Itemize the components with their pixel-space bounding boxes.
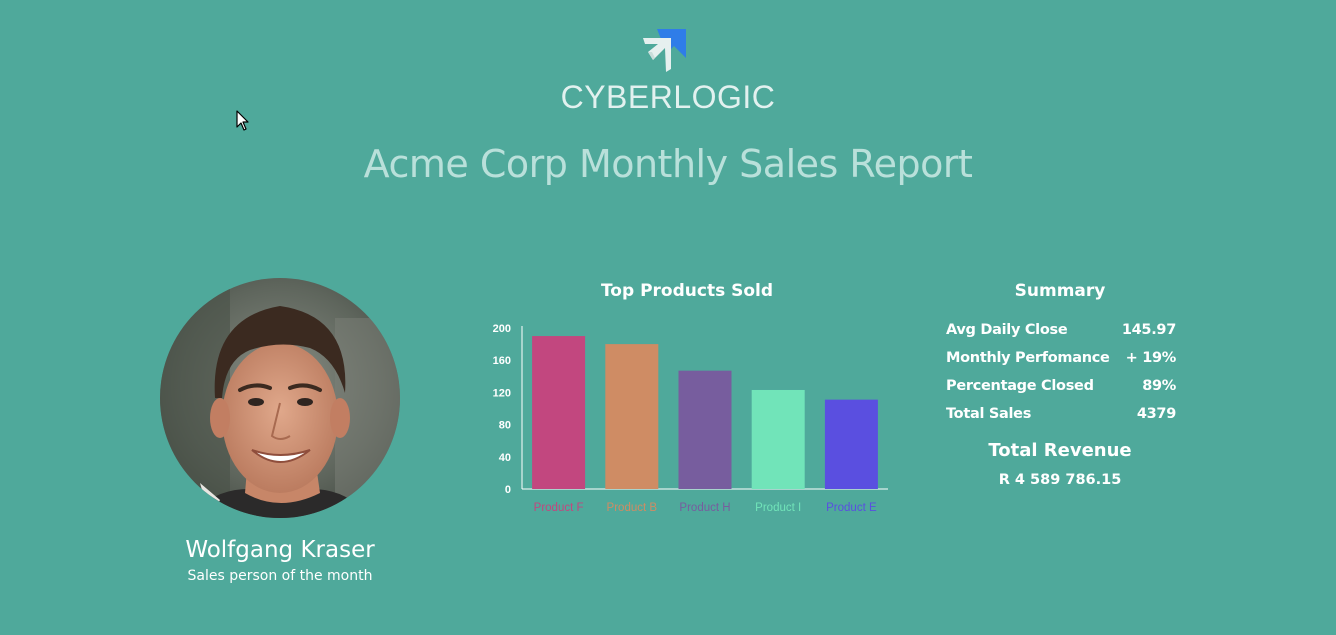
summary-row-avg-daily-close: Avg Daily Close 145.97 bbox=[946, 316, 1176, 344]
x-tick-label: Product F bbox=[534, 502, 584, 514]
summary-row-monthly-performance: Monthly Perfomance + 19% bbox=[946, 344, 1176, 372]
salesperson-photo bbox=[160, 278, 400, 518]
summary-row-total-sales: Total Sales 4379 bbox=[946, 400, 1176, 428]
logo-text: CYBERLOGIC bbox=[560, 79, 776, 115]
x-tick-label: Product B bbox=[607, 502, 658, 514]
summary-value: + 19% bbox=[1125, 350, 1177, 366]
y-tick-label: 160 bbox=[493, 355, 511, 367]
x-tick-label: Product H bbox=[679, 502, 730, 514]
summary-label: Monthly Perfomance bbox=[946, 350, 1110, 366]
summary-row-percentage-closed: Percentage Closed 89% bbox=[946, 372, 1176, 400]
total-revenue-value: R 4 589 786.15 bbox=[998, 472, 1122, 488]
mouse-cursor-icon bbox=[236, 110, 249, 131]
salesperson-subtitle: Sales person of the month bbox=[187, 568, 373, 584]
summary-label: Percentage Closed bbox=[946, 378, 1094, 394]
summary-value: 145.97 bbox=[1121, 322, 1176, 338]
cyberlogic-logo-icon bbox=[643, 29, 686, 72]
y-tick-label: 40 bbox=[499, 452, 511, 464]
x-tick-label: Product I bbox=[755, 502, 801, 514]
y-tick-label: 0 bbox=[505, 484, 511, 496]
summary-value: 4379 bbox=[1136, 406, 1176, 422]
bar-product-b bbox=[605, 344, 659, 489]
bar-product-e bbox=[824, 399, 878, 489]
summary-list: Avg Daily Close 145.97 Monthly Perfomanc… bbox=[946, 316, 1176, 428]
bar-product-i bbox=[751, 389, 805, 489]
summary-title: Summary bbox=[1014, 281, 1106, 301]
y-tick-label: 80 bbox=[499, 420, 511, 432]
summary-value: 89% bbox=[1142, 378, 1176, 394]
summary-label: Avg Daily Close bbox=[946, 322, 1068, 338]
bar-product-h bbox=[678, 370, 732, 489]
total-revenue-title: Total Revenue bbox=[988, 440, 1132, 461]
summary-label: Total Sales bbox=[946, 406, 1032, 422]
x-tick-label: Product E bbox=[826, 502, 877, 514]
top-products-bar-chart: 0 40 80 120 160 200 Product F Product B Product … bbox=[493, 323, 888, 514]
y-tick-label: 200 bbox=[493, 323, 511, 335]
salesperson-name: Wolfgang Kraser bbox=[185, 537, 375, 563]
bar-product-f bbox=[532, 336, 586, 489]
page-title: Acme Corp Monthly Sales Report bbox=[363, 142, 973, 186]
y-tick-label: 120 bbox=[493, 387, 511, 399]
chart-title: Top Products Sold bbox=[600, 281, 774, 301]
avatar bbox=[160, 278, 400, 518]
